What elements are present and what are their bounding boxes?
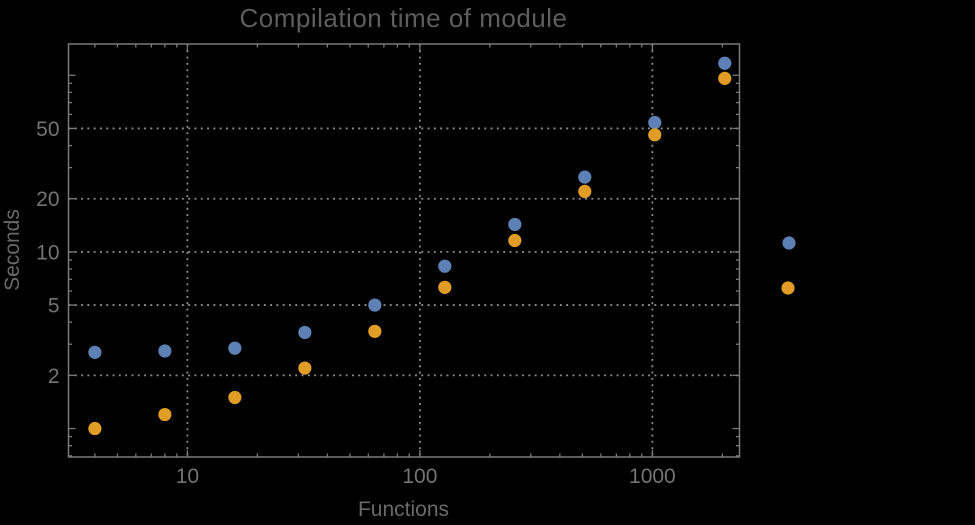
- data-point-series-2-orange: [298, 361, 312, 375]
- legend-marker-blue: [782, 236, 796, 250]
- data-point-series-2-orange: [368, 324, 382, 338]
- data-point-series-1-blue: [438, 259, 452, 273]
- data-point-series-1-blue: [578, 170, 592, 184]
- data-point-series-1-blue: [508, 217, 522, 232]
- data-point-series-1-blue: [158, 344, 172, 358]
- data-point-series-2-orange: [158, 407, 172, 422]
- data-point-series-2-orange: [718, 71, 732, 85]
- y-tick-label: 10: [36, 241, 59, 264]
- y-tick-label: 2: [48, 365, 60, 388]
- x-tick-label: 10: [176, 465, 199, 488]
- data-point-series-2-orange: [508, 233, 522, 248]
- legend-marker-orange: [781, 281, 795, 295]
- y-tick-label: 50: [36, 118, 59, 141]
- data-point-series-2-orange: [648, 128, 662, 142]
- plot-frame: [67, 43, 741, 458]
- data-point-series-1-blue: [228, 341, 242, 355]
- data-point-series-1-blue: [88, 345, 102, 359]
- data-point-series-2-orange: [438, 280, 452, 294]
- data-point-series-1-blue: [298, 325, 312, 340]
- data-point-series-1-blue: [718, 56, 732, 70]
- data-point-series-2-orange: [578, 184, 592, 199]
- data-point-series-1-blue: [648, 115, 662, 130]
- x-tick-label: 100: [402, 465, 437, 488]
- data-point-series-2-orange: [228, 390, 242, 405]
- y-tick-label: 5: [48, 295, 60, 318]
- y-tick-label: 20: [36, 188, 59, 211]
- x-tick-label: 1000: [629, 465, 676, 488]
- y-axis-label: Seconds: [1, 209, 24, 291]
- chart-title: Compilation time of module: [239, 3, 568, 33]
- data-point-series-2-orange: [88, 421, 102, 436]
- x-axis-label: Functions: [357, 498, 450, 521]
- data-point-series-1-blue: [368, 298, 382, 312]
